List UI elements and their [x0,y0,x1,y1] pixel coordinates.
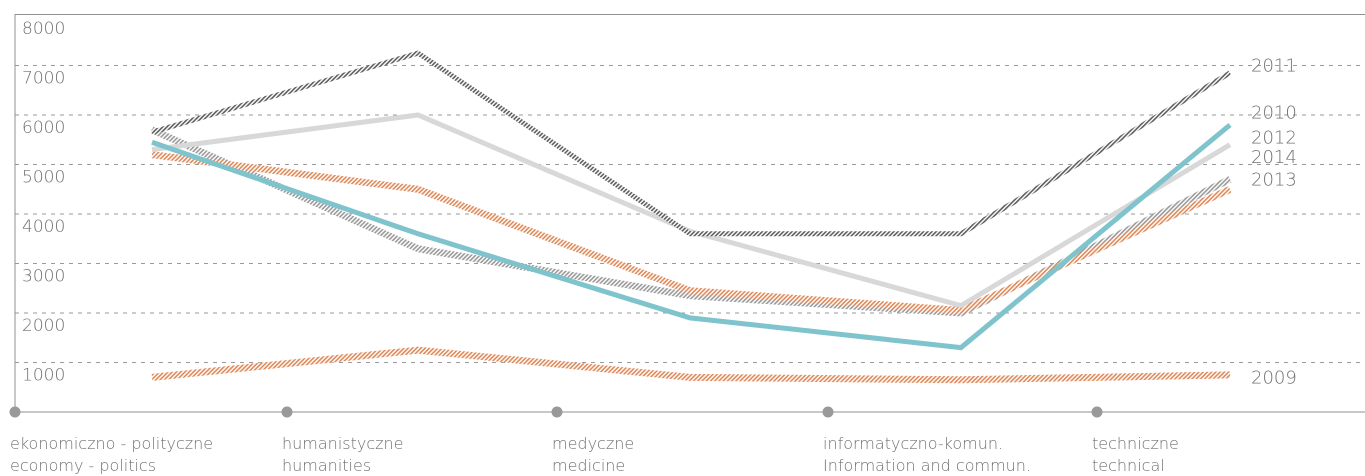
series-layer [150,50,1232,384]
y-tick-label-1000: 1000 [22,366,65,386]
y-tick-label-4000: 4000 [22,217,65,237]
label-layer: 1000 2000 3000 4000 5000 6000 7000 8000 ekonomic… [10,19,1297,475]
series-line-2013 [151,151,1232,315]
axis-layer [9,14,1365,418]
series-label-2012: 2012 [1251,127,1297,148]
x-tick-marker [551,406,563,418]
x-tick-label: techniczne [1092,434,1179,453]
x-tick-label: humanistyczne [282,434,404,453]
x-tick-label: informatyczno-komun. [823,434,1003,453]
series-line-2012 [151,122,1232,351]
y-tick-label-7000: 7000 [22,69,65,89]
series-label-2013: 2013 [1251,169,1297,190]
x-tick-marker [281,406,293,418]
x-tick-label-en: Information and commun. [823,456,1031,475]
x-tick-marker [9,406,21,418]
x-tick-label-en: technical [1092,456,1165,475]
y-tick-label-6000: 6000 [22,118,65,138]
y-tick-label-2000: 2000 [22,316,65,336]
x-tick-label-en: economy - politics [10,456,156,475]
y-tick-label-5000: 5000 [22,168,65,188]
series-label-2011: 2011 [1251,56,1297,77]
y-tick-label-3000: 3000 [22,267,65,287]
series-line-2009 [151,346,1231,384]
series-label-2010: 2010 [1251,103,1297,124]
x-tick-label: ekonomiczno - polityczne [10,434,213,453]
x-tick-label-en: medicine [552,456,625,475]
y-tick-label-8000: 8000 [22,19,65,39]
x-tick-label: medyczne [552,434,634,453]
series-label-2009: 2009 [1251,367,1297,388]
series-line-2014 [150,126,1232,317]
x-tick-label-en: humanities [282,456,371,475]
grid-layer [15,14,1365,363]
x-tick-marker [1091,406,1103,418]
series-line-2011 [151,50,1232,237]
x-tick-marker [822,406,834,418]
series-label-2014: 2014 [1251,147,1297,168]
series-line-2010 [151,112,1232,309]
